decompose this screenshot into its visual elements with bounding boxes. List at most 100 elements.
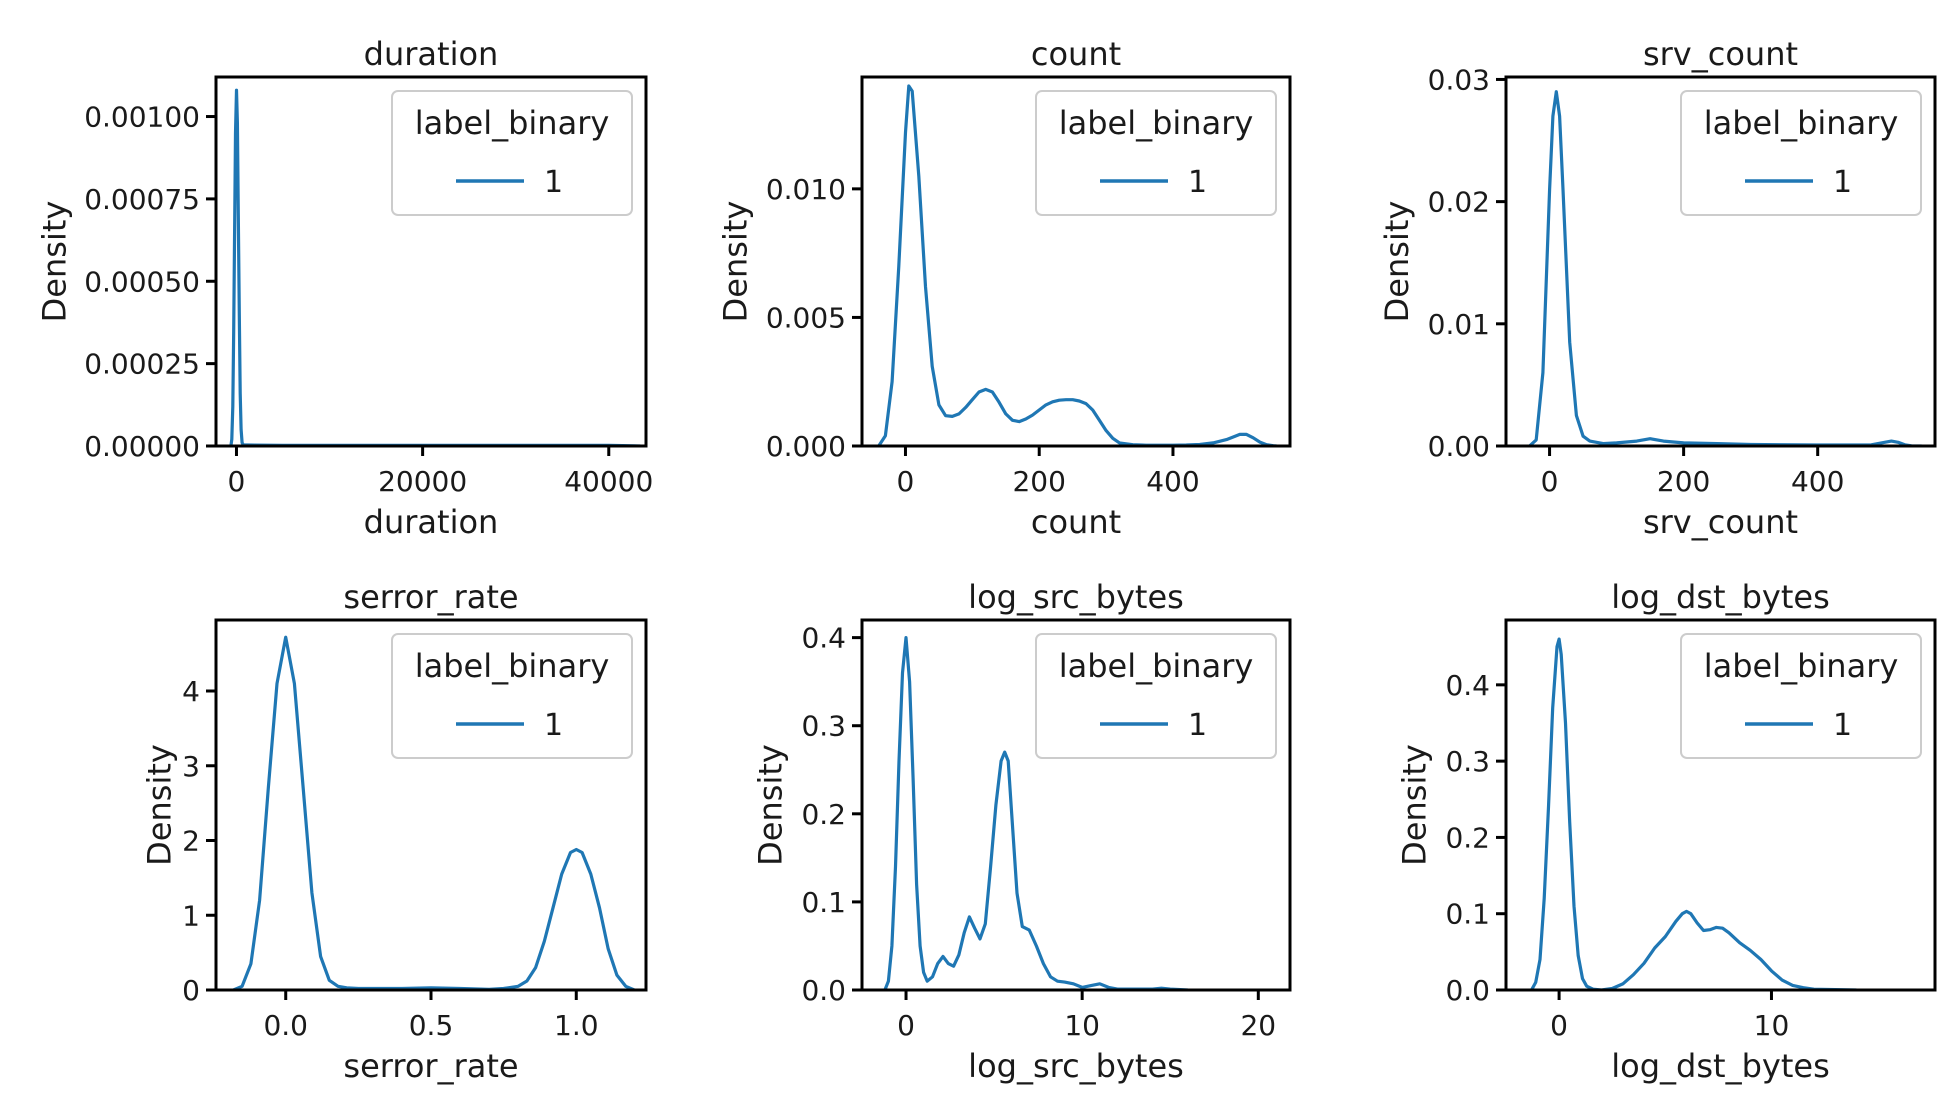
legend-title: label_binary xyxy=(415,104,610,142)
y-tick-label: 0.01 xyxy=(1428,308,1490,341)
y-tick-label: 3 xyxy=(182,750,200,783)
series-line-1 xyxy=(1530,637,1857,990)
x-tick-label: 0.5 xyxy=(409,1009,454,1042)
legend-entry: 1 xyxy=(1833,165,1852,200)
legend-box xyxy=(391,633,633,759)
subplot-title: duration xyxy=(364,35,499,73)
y-tick-label: 0.00075 xyxy=(84,183,200,216)
x-tick-label: 0 xyxy=(1550,1009,1568,1042)
y-tick-label: 0.2 xyxy=(801,798,846,831)
legend-title: label_binary xyxy=(1059,104,1254,142)
legend-box xyxy=(1035,90,1277,216)
plot-frame xyxy=(860,75,1292,448)
x-tick-label: 20 xyxy=(1240,1009,1276,1042)
legend-box xyxy=(1680,633,1922,759)
y-tick-label: 0.3 xyxy=(1445,745,1490,778)
x-axis-label: count xyxy=(1031,503,1121,541)
y-axis-label: Density xyxy=(717,201,755,323)
x-tick-label: 40000 xyxy=(564,465,653,498)
y-axis-label: Density xyxy=(1378,201,1416,323)
legend-entry: 1 xyxy=(544,708,563,743)
y-tick-label: 0.1 xyxy=(1445,898,1490,931)
subplot-title: serror_rate xyxy=(343,578,518,616)
legend: label_binary 1 xyxy=(1680,90,1922,216)
y-axis-label: Density xyxy=(141,744,179,866)
legend-entry: 1 xyxy=(544,165,563,200)
subplot-title: srv_count xyxy=(1643,35,1798,73)
y-tick-label: 0.4 xyxy=(1445,669,1490,702)
legend-title: label_binary xyxy=(415,647,610,685)
y-tick-label: 0.0 xyxy=(1445,974,1490,1007)
y-axis-label: Density xyxy=(1396,744,1434,866)
subplot-count: count 0 200 400 0.000 0.005 0.010 count Density l… xyxy=(717,35,1292,541)
legend-title: label_binary xyxy=(1704,104,1899,142)
x-tick-label: 20000 xyxy=(378,465,467,498)
x-tick-label: 0 xyxy=(897,465,915,498)
legend-entry: 1 xyxy=(1188,165,1207,200)
legend-entry: 1 xyxy=(1833,708,1852,743)
x-tick-label: 0 xyxy=(228,465,246,498)
series-line-1 xyxy=(883,636,1188,990)
series-line-1 xyxy=(232,635,636,990)
y-tick-label: 0.00 xyxy=(1428,430,1490,463)
legend-title: label_binary xyxy=(1704,647,1899,685)
x-tick-label: 1.0 xyxy=(554,1009,599,1042)
legend: label_binary 1 xyxy=(391,633,633,759)
x-tick-label: 10 xyxy=(1064,1009,1100,1042)
y-tick-label: 1 xyxy=(182,899,200,932)
x-tick-label: 200 xyxy=(1657,465,1710,498)
plot-frame xyxy=(214,75,648,448)
legend: label_binary 1 xyxy=(1035,633,1277,759)
legend-box xyxy=(1035,633,1277,759)
x-tick-label: 10 xyxy=(1754,1009,1790,1042)
series-line-1 xyxy=(1528,90,1922,446)
y-tick-label: 0.4 xyxy=(801,622,846,655)
y-tick-label: 0.2 xyxy=(1445,821,1490,854)
y-tick-label: 0.02 xyxy=(1428,186,1490,219)
legend-entry: 1 xyxy=(1188,708,1207,743)
subplot-serror-rate: serror_rate 0.0 0.5 1.0 0 1 2 3 4 serror_rate Dens… xyxy=(141,578,648,1085)
x-tick-label: 400 xyxy=(1791,465,1844,498)
y-tick-label: 2 xyxy=(182,825,200,858)
subplot-log-dst-bytes: log_dst_bytes 0 10 0.0 0.1 0.2 0.3 0.4 log_dst_b… xyxy=(1396,578,1937,1085)
legend: label_binary 1 xyxy=(1035,90,1277,216)
y-tick-label: 0.00100 xyxy=(84,101,200,134)
x-axis-label: srv_count xyxy=(1643,503,1798,541)
x-tick-label: 200 xyxy=(1012,465,1065,498)
y-tick-label: 0.010 xyxy=(766,173,846,206)
y-tick-label: 0.1 xyxy=(801,886,846,919)
legend: label_binary 1 xyxy=(1680,633,1922,759)
plot-frame xyxy=(1504,618,1937,992)
x-axis-label: log_dst_bytes xyxy=(1611,1047,1829,1085)
legend-box xyxy=(391,90,633,216)
y-tick-label: 0.00000 xyxy=(84,430,200,463)
x-axis-label: log_src_bytes xyxy=(968,1047,1184,1085)
series-line-1 xyxy=(877,84,1277,446)
y-tick-label: 0.0 xyxy=(801,974,846,1007)
y-tick-label: 4 xyxy=(182,675,200,708)
subplot-title: log_src_bytes xyxy=(968,578,1184,616)
subplot-title: log_dst_bytes xyxy=(1611,578,1829,616)
y-tick-label: 0.00050 xyxy=(84,265,200,298)
y-tick-label: 0.00025 xyxy=(84,348,200,381)
legend: label_binary 1 xyxy=(391,90,633,216)
y-axis-label: Density xyxy=(36,201,74,323)
legend-title: label_binary xyxy=(1059,647,1254,685)
x-axis-label: serror_rate xyxy=(343,1047,518,1085)
plot-frame xyxy=(1504,75,1937,448)
legend-box xyxy=(1680,90,1922,216)
y-tick-label: 0.3 xyxy=(801,710,846,743)
subplot-duration: duration 0 20000 40000 0.00000 0.00025 0.00050… xyxy=(36,35,654,541)
subplot-srv-count: srv_count 0 200 400 0.00 0.01 0.02 0.03 srv_coun… xyxy=(1378,35,1937,541)
subplot-title: count xyxy=(1031,35,1121,73)
y-tick-label: 0.03 xyxy=(1428,63,1490,96)
y-axis-label: Density xyxy=(752,744,790,866)
plot-frame xyxy=(860,618,1292,992)
x-tick-label: 400 xyxy=(1146,465,1199,498)
x-tick-label: 0 xyxy=(897,1009,915,1042)
subplot-log-src-bytes: log_src_bytes 0 10 20 0.0 0.1 0.2 0.3 0.4 log_src… xyxy=(752,578,1292,1085)
y-tick-label: 0.000 xyxy=(766,430,846,463)
x-tick-label: 0 xyxy=(1541,465,1559,498)
x-tick-label: 0.0 xyxy=(263,1009,308,1042)
